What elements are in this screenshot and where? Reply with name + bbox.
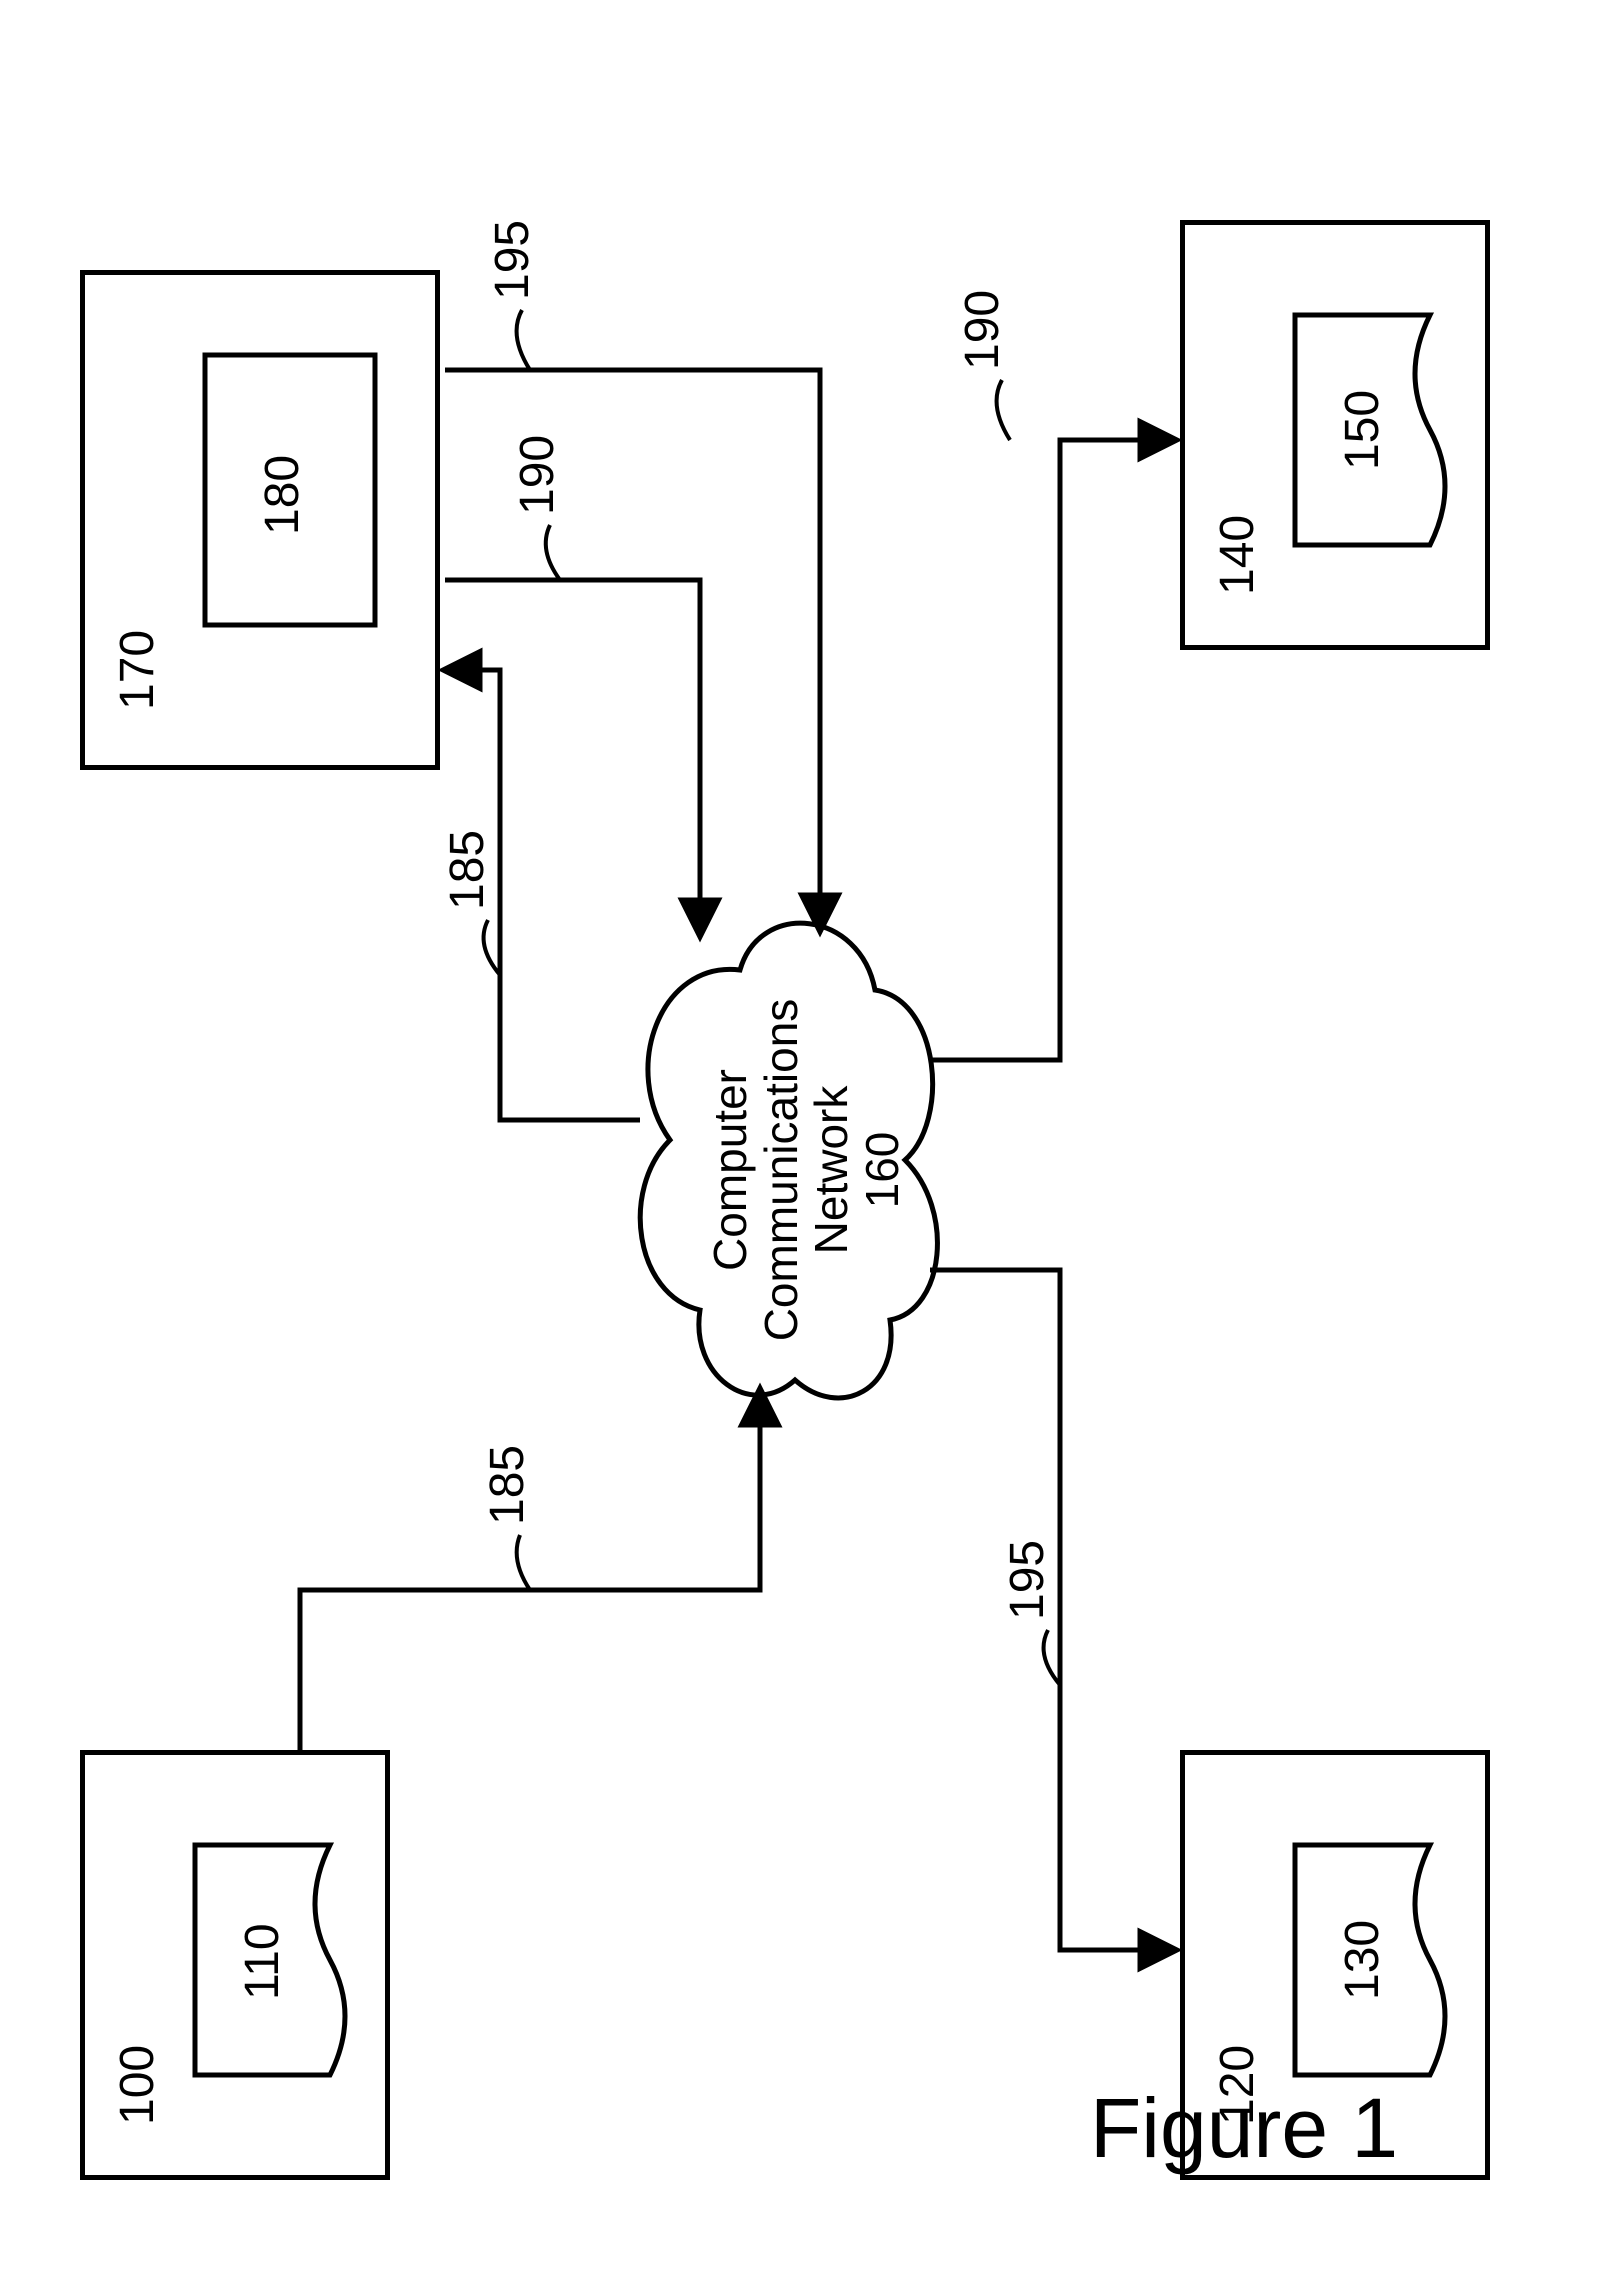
edge-label-195-tr: 195 [485,220,540,300]
diagram-layer: 100 110 120 130 170 180 140 150 [0,0,1614,2270]
edge-label-195-bl: 195 [1000,1540,1055,1620]
edge-label-190b: 190 [955,290,1010,370]
edge-label-185b: 185 [440,830,495,910]
edge-label-185a: 185 [480,1445,535,1525]
connectors [0,0,1614,2270]
edge-label-190a: 190 [510,435,565,515]
figure-label: Figure 1 [1090,2080,1398,2177]
